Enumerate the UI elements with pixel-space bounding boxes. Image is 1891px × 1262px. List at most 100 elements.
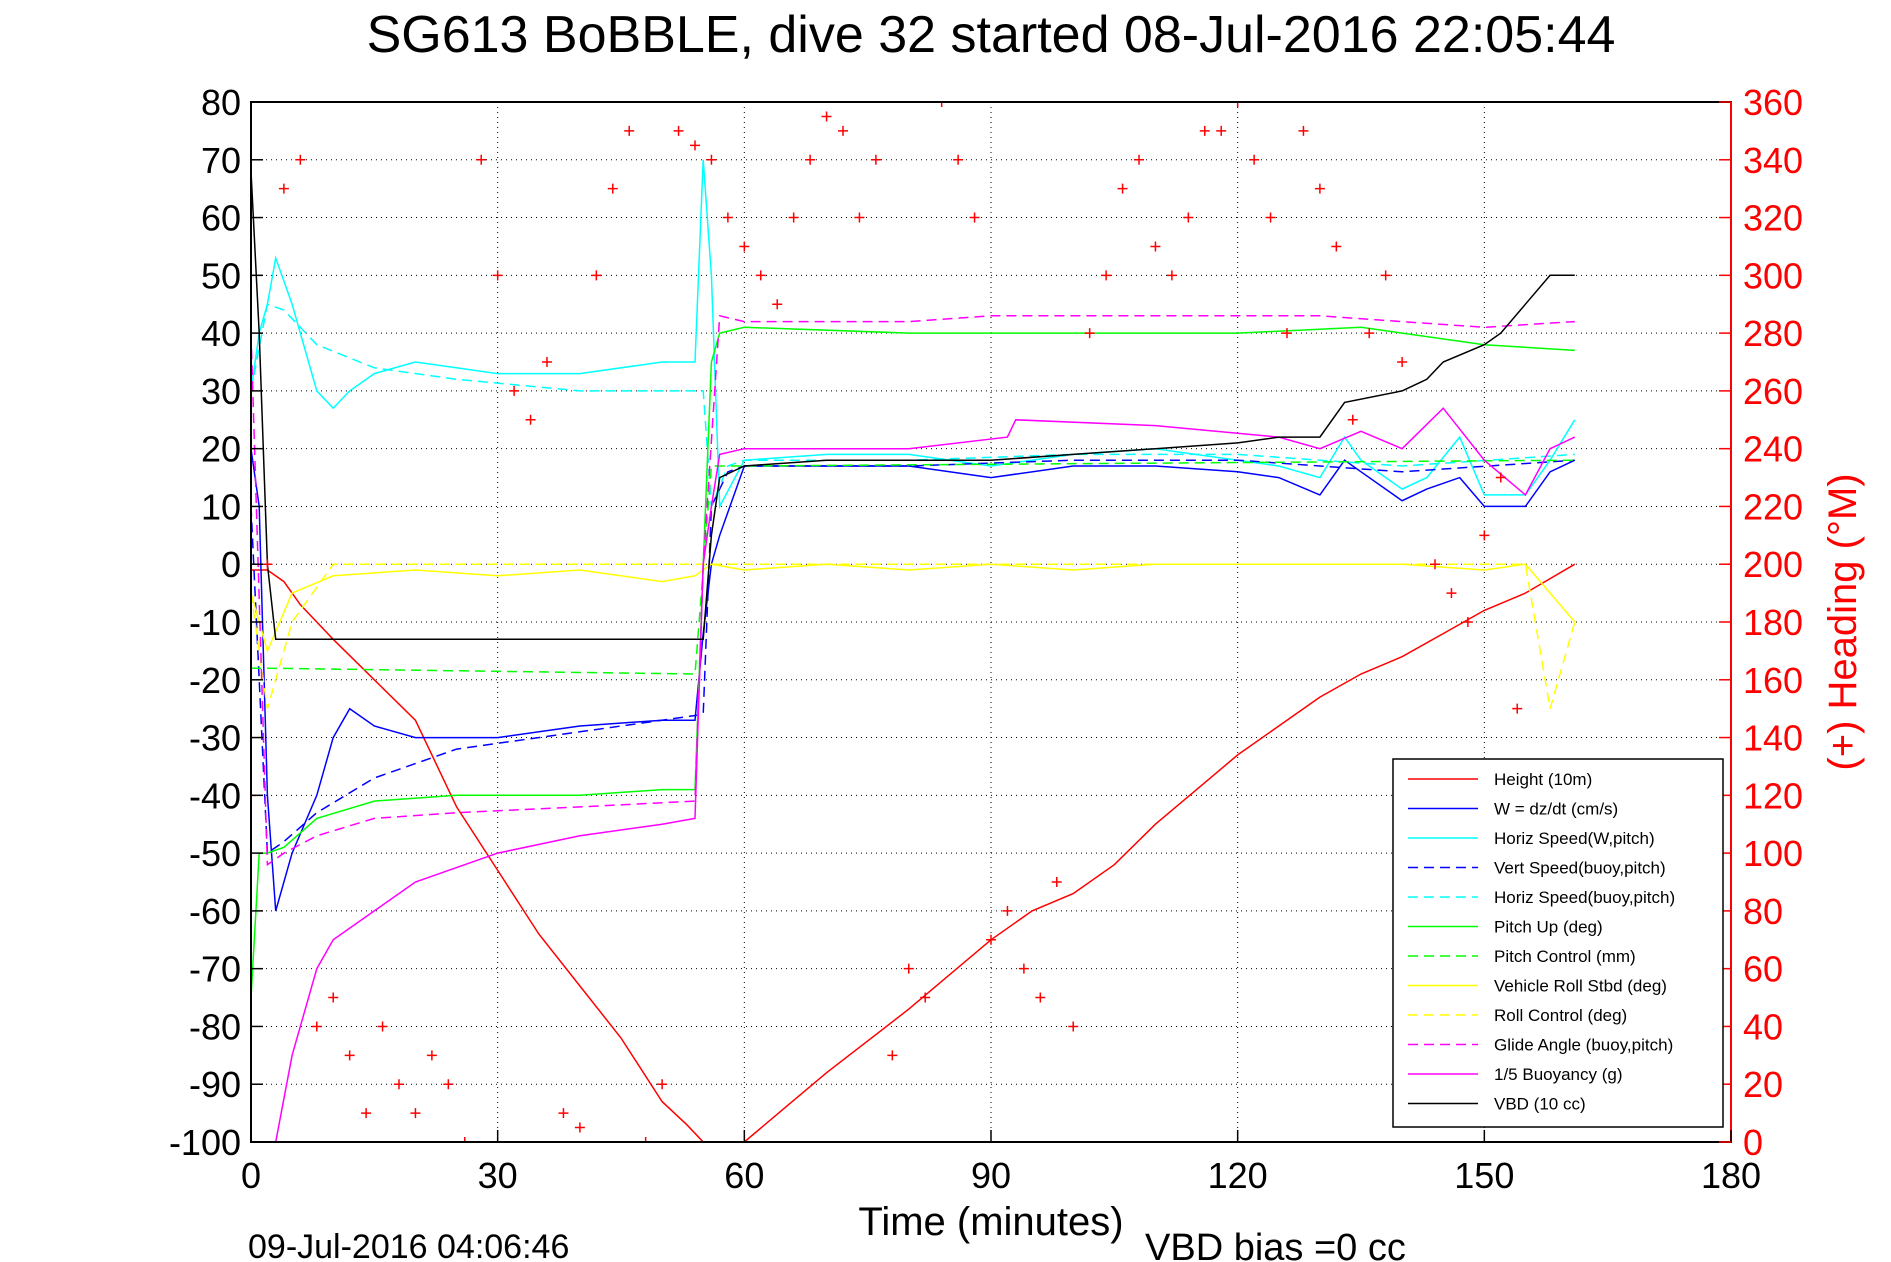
series-vehicle-roll-stbd-deg bbox=[251, 563, 1576, 654]
series-horiz-speed-buoy-pitch bbox=[251, 303, 1575, 507]
y-left-tick-label: 50 bbox=[201, 255, 241, 296]
heading-point bbox=[640, 1137, 651, 1142]
x-axis-label: Time (minutes) bbox=[858, 1200, 1123, 1244]
heading-point bbox=[838, 125, 848, 136]
y-right-tick-label: 260 bbox=[1743, 371, 1803, 412]
heading-point bbox=[509, 385, 520, 396]
heading-point bbox=[262, 559, 273, 570]
heading-point bbox=[443, 1079, 454, 1090]
y-right-tick-label: 340 bbox=[1743, 140, 1803, 181]
series-line bbox=[251, 407, 1576, 1142]
heading-point bbox=[1265, 212, 1276, 223]
series-pitch-up-deg bbox=[251, 326, 1575, 998]
x-tick-label: 60 bbox=[724, 1155, 764, 1196]
heading-point bbox=[854, 212, 865, 223]
heading-point bbox=[525, 414, 536, 425]
x-tick-label: 0 bbox=[241, 1155, 261, 1196]
heading-point bbox=[1101, 270, 1112, 281]
series-vert-speed-buoy-pitch bbox=[251, 459, 1575, 855]
series-pitch-control-mm bbox=[251, 459, 1575, 675]
heading-point bbox=[1051, 877, 1062, 887]
y-left-tick-label: -70 bbox=[189, 949, 241, 990]
legend-label: 1/5 Buoyancy (g) bbox=[1494, 1065, 1623, 1084]
y-left-tick-label: 30 bbox=[201, 371, 241, 412]
axis-ticks: 0 30 60 90 120 150 18080706050403020100-10-20-… bbox=[169, 82, 1803, 1196]
heading-point bbox=[1018, 963, 1029, 974]
x-tick-label: 30 bbox=[478, 1155, 518, 1196]
heading-point bbox=[1380, 270, 1391, 281]
y-right-tick-label: 300 bbox=[1743, 255, 1803, 296]
legend-label: Pitch Up (deg) bbox=[1494, 918, 1603, 937]
heading-point bbox=[1084, 328, 1095, 339]
heading-point bbox=[558, 1108, 569, 1119]
heading-point bbox=[1134, 154, 1144, 165]
legend-label: VBD (10 cc) bbox=[1494, 1095, 1586, 1114]
heading-point bbox=[821, 111, 832, 122]
y-left-tick-label: -30 bbox=[189, 718, 241, 759]
x-tick-label: 180 bbox=[1701, 1155, 1761, 1196]
y-left-tick-label: 20 bbox=[201, 429, 241, 470]
heading-point bbox=[1495, 472, 1506, 483]
heading-point bbox=[1347, 414, 1358, 425]
series-1-5-buoyancy-g bbox=[251, 407, 1576, 1142]
heading-point bbox=[1331, 241, 1342, 252]
heading-point bbox=[394, 1079, 404, 1090]
legend: Height (10m) W = dz/dt (cm/s) Horiz Speed(… bbox=[1392, 758, 1724, 1128]
y-right-tick-label: 320 bbox=[1743, 198, 1803, 239]
y-right-tick-label: 40 bbox=[1743, 1006, 1783, 1047]
y-left-tick-label: -60 bbox=[189, 891, 241, 932]
heading-point bbox=[295, 154, 306, 165]
heading-point bbox=[328, 992, 339, 1003]
series-line bbox=[251, 326, 1575, 998]
heading-point bbox=[591, 270, 602, 281]
heading-point bbox=[986, 934, 996, 945]
heading-point bbox=[903, 963, 914, 974]
y-right-tick-label: 240 bbox=[1743, 429, 1803, 470]
heading-point bbox=[410, 1108, 421, 1119]
heading-point bbox=[887, 1050, 898, 1061]
heading-point bbox=[1512, 703, 1523, 714]
legend-label: Height (10m) bbox=[1494, 770, 1592, 789]
heading-point bbox=[722, 212, 733, 223]
y-left-tick-label: 0 bbox=[221, 544, 241, 585]
heading-point bbox=[673, 125, 684, 136]
heading-point bbox=[739, 241, 750, 252]
heading-point bbox=[1314, 183, 1325, 194]
y-left-tick-label: 80 bbox=[201, 82, 241, 123]
series-line bbox=[251, 459, 1575, 855]
y-left-tick-label: -50 bbox=[189, 833, 241, 874]
y-left-tick-label: -20 bbox=[189, 660, 241, 701]
series-line bbox=[251, 314, 1575, 867]
y-right-tick-label: 100 bbox=[1743, 833, 1803, 874]
y-right-tick-label: 80 bbox=[1743, 891, 1783, 932]
heading-point bbox=[574, 1122, 585, 1133]
heading-point bbox=[1249, 154, 1260, 165]
heading-point bbox=[492, 270, 503, 281]
legend-label: W = dz/dt (cm/s) bbox=[1494, 800, 1618, 819]
chart-title: SG613 BoBBLE, dive 32 started 08-Jul-201… bbox=[367, 6, 1616, 64]
heading-point bbox=[1068, 1021, 1079, 1032]
series-line bbox=[251, 563, 1576, 709]
heading-point bbox=[657, 1079, 668, 1090]
x-tick-label: 150 bbox=[1454, 1155, 1514, 1196]
vbd-bias-note: VBD bias =0 cc bbox=[1145, 1227, 1406, 1262]
legend-label: Vehicle Roll Stbd (deg) bbox=[1494, 977, 1667, 996]
heading-point bbox=[1199, 125, 1210, 136]
heading-point bbox=[476, 154, 487, 165]
legend-label: Vert Speed(buoy,pitch) bbox=[1494, 859, 1666, 878]
y-right-tick-label: 220 bbox=[1743, 486, 1803, 527]
legend-label: Roll Control (deg) bbox=[1494, 1006, 1627, 1025]
y-left-tick-label: -90 bbox=[189, 1064, 241, 1105]
x-tick-label: 90 bbox=[971, 1155, 1011, 1196]
heading-point bbox=[1479, 530, 1490, 541]
heading-point bbox=[1150, 241, 1161, 252]
series-roll-control-deg bbox=[251, 563, 1576, 709]
y-right-tick-label: 180 bbox=[1743, 602, 1803, 643]
y-right-tick-label: 360 bbox=[1743, 82, 1803, 123]
heading-point bbox=[1282, 328, 1292, 339]
legend-label: Glide Angle (buoy,pitch) bbox=[1494, 1036, 1673, 1055]
heading-point bbox=[1117, 183, 1128, 194]
y-left-tick-label: -100 bbox=[169, 1122, 241, 1163]
heading-point bbox=[1446, 588, 1457, 599]
heading-point bbox=[624, 125, 635, 136]
